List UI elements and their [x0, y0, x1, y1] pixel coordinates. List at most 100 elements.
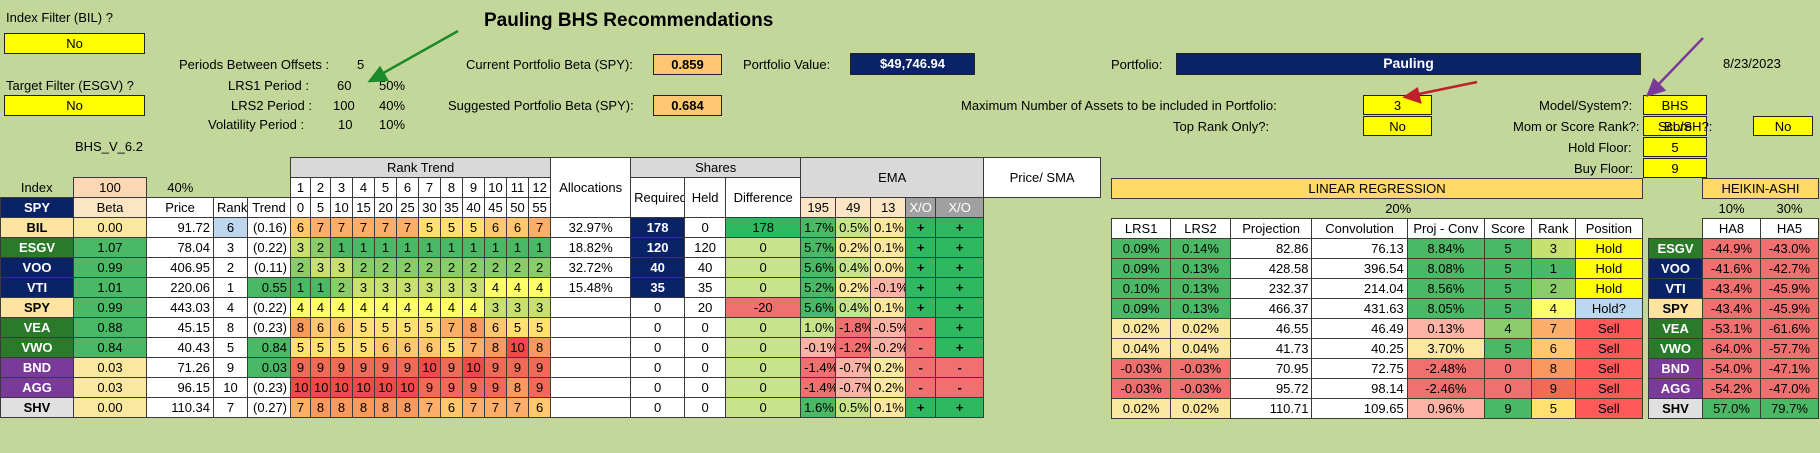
lr-rank-cell: 5 — [1531, 398, 1576, 419]
table-row: VTI 1.01 220.06 1 0.55 1 1 2 3 3 3 3 3 3 4 4 4 15.48% 35 35… — [0, 277, 1101, 298]
lr-weight: 20% — [1385, 201, 1412, 216]
beta-cell: 0.88 — [73, 317, 147, 338]
lrs1-period-value: 60 — [337, 78, 352, 93]
lrs2-weight: 40% — [379, 98, 406, 113]
max-assets-label: Maximum Number of Assets to be included … — [961, 98, 1277, 113]
price-cell: 96.15 — [146, 377, 214, 398]
price-sma-cell: + — [935, 337, 985, 358]
ha-ticker-cell: VOO — [1648, 258, 1703, 279]
rank-trend-cell: 5 — [374, 317, 398, 338]
rank-trend-cell: 7 — [330, 217, 354, 238]
proj-conv-cell: 8.84% — [1406, 238, 1485, 259]
rank-trend-cell: 1 — [396, 237, 420, 258]
rank-trend-day-header: 55 — [528, 197, 552, 218]
mom-score-input[interactable]: Score — [1643, 116, 1707, 136]
lrs2-cell: -0.03% — [1170, 358, 1231, 379]
rank-cell: 10 — [213, 377, 248, 398]
xo-cell: + — [905, 237, 937, 258]
rank-trend-col-header: 5 — [374, 177, 398, 198]
table-row: SPY -43.4% -45.9% — [1648, 298, 1820, 319]
rank-trend-cell: 3 — [462, 277, 486, 298]
ema-header: EMA — [800, 157, 985, 198]
required-cell: 35 — [630, 277, 686, 298]
table-row: AGG -54.2% -47.0% — [1648, 378, 1820, 399]
rank-trend-cell: 6 — [418, 337, 442, 358]
ticker-cell: SPY — [0, 297, 74, 318]
allocation-cell: 32.72% — [550, 257, 632, 278]
rank-trend-cell: 7 — [352, 217, 376, 238]
hold-floor-input[interactable]: 5 — [1643, 137, 1707, 157]
beta-cell: 0.00 — [73, 217, 147, 238]
price-sma-cell: + — [935, 257, 985, 278]
lr-rank-cell: 3 — [1531, 238, 1576, 259]
difference-cell: 0 — [725, 397, 802, 418]
table-row: VWO 0.84 40.43 5 0.84 5 5 5 5 6 6 6 5 7 8 10 8 0 0 0 -0.1% -1… — [0, 337, 1101, 358]
rank-trend-day-header: 30 — [418, 197, 442, 218]
ha8-cell: -54.0% — [1702, 358, 1761, 379]
rank-trend-cell: 8 — [352, 397, 376, 418]
portfolio-name[interactable]: Pauling — [1176, 53, 1641, 75]
rank-trend-cell: 9 — [506, 357, 530, 378]
portfolio-name-label: Portfolio: — [1111, 57, 1163, 72]
rank-trend-cell: 1 — [330, 237, 354, 258]
ha8-header: HA8 — [1702, 218, 1761, 239]
proj-conv-cell: -2.46% — [1406, 378, 1485, 399]
position-cell: Hold — [1574, 258, 1644, 279]
buy-floor-input[interactable]: 9 — [1643, 158, 1707, 178]
rank-cell: 9 — [213, 357, 248, 378]
portfolio-value-label: Portfolio Value: — [743, 57, 831, 72]
lr-rank-cell: 8 — [1531, 358, 1576, 379]
top-rank-input[interactable]: No — [1363, 116, 1432, 136]
model-input[interactable]: BHS — [1643, 95, 1707, 115]
heikin-ashi-header: HEIKIN-ASHI — [1701, 178, 1820, 199]
table-row: VTI -43.4% -45.9% — [1648, 278, 1820, 299]
rank-trend-cell: 5 — [290, 337, 312, 358]
rank-trend-day-header: 25 — [396, 197, 420, 218]
rank-trend-cell: 7 — [290, 397, 312, 418]
xo-cell: + — [905, 397, 937, 418]
rank-trend-header: Rank Trend — [290, 157, 552, 178]
rank-trend-cell: 7 — [418, 397, 442, 418]
proj-conv-cell: 0.96% — [1406, 398, 1485, 419]
rank-trend-cell: 5 — [352, 337, 376, 358]
empty-cell — [1649, 199, 1703, 219]
trend-cell: (0.27) — [246, 397, 292, 418]
index-filter-input[interactable]: No — [4, 33, 145, 54]
rank-trend-cell: 7 — [440, 317, 464, 338]
target-filter-input[interactable]: No — [4, 95, 145, 116]
rank-trend-cell: 4 — [330, 297, 354, 318]
blsh-input[interactable]: No — [1753, 116, 1813, 136]
recommendations-table: Rank Trend Allocations Shares EMA Price/ SMA… — [0, 157, 1101, 418]
table-row: ESGV -44.9% -43.0% — [1648, 238, 1820, 259]
price-cell: 110.34 — [146, 397, 214, 418]
suggested-beta-label: Suggested Portfolio Beta (SPY): — [448, 98, 634, 113]
table-row: VOO 0.99 406.95 2 (0.11) 2 3 3 2 2 2 2 2 2 2 2 2 32.72% 40… — [0, 257, 1101, 278]
volatility-period-value: 10 — [338, 117, 353, 132]
held-cell: 0 — [684, 377, 727, 398]
target-filter-label: Target Filter (ESGV) ? — [6, 78, 134, 93]
position-cell: Sell — [1574, 358, 1644, 379]
rank-trend-cell: 10 — [396, 377, 420, 398]
rank-trend-cell: 6 — [484, 217, 508, 238]
held-cell: 0 — [684, 217, 727, 238]
rank-trend-cell: 2 — [330, 277, 354, 298]
ticker-cell: AGG — [0, 377, 74, 398]
rank-trend-col-header: 6 — [396, 177, 420, 198]
index-value: 100 — [73, 177, 147, 198]
ticker-cell: VEA — [0, 317, 74, 338]
lrs1-cell: 0.09% — [1110, 258, 1172, 279]
price-header: Price — [146, 197, 214, 218]
green-arrow-icon — [367, 29, 459, 83]
rank-trend-cell: 1 — [484, 237, 508, 258]
rank-trend-cell: 7 — [396, 217, 420, 238]
rank-trend-cell: 2 — [290, 257, 312, 278]
xo-cell: + — [905, 257, 937, 278]
required-cell: 120 — [630, 237, 686, 258]
rank-trend-cell: 9 — [352, 357, 376, 378]
rank-trend-cell: 4 — [440, 297, 464, 318]
required-cell: 40 — [630, 257, 686, 278]
price-sma-cell: - — [935, 377, 985, 398]
table-row: -0.03% -0.03% 70.95 72.75 -2.48% 0 8 Sell — [1110, 358, 1644, 379]
ema49-cell: -0.7% — [835, 357, 872, 378]
held-cell: 35 — [684, 277, 727, 298]
